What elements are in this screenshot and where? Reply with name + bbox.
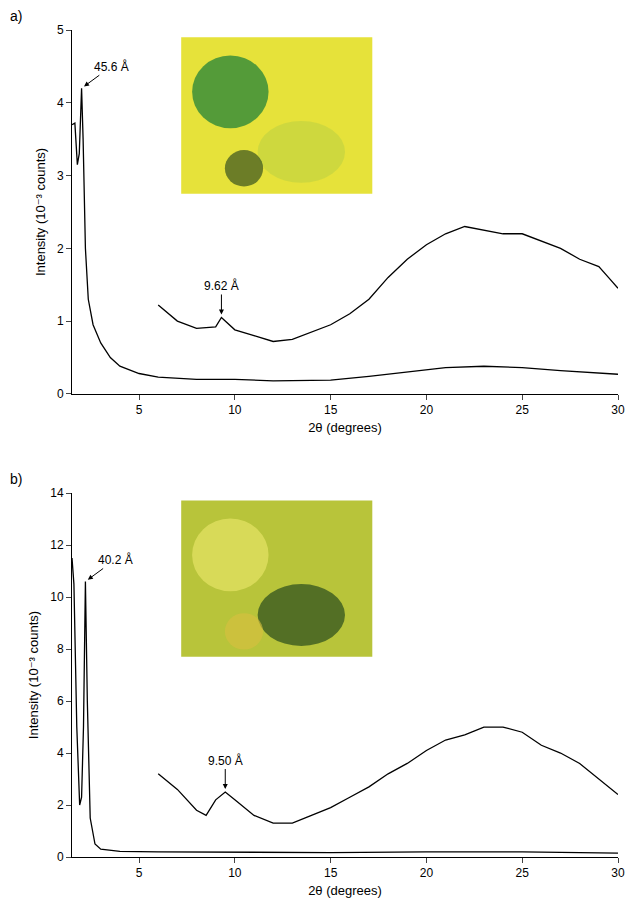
svg-text:20: 20 — [420, 866, 434, 880]
svg-text:20: 20 — [420, 403, 434, 417]
svg-text:25: 25 — [516, 403, 530, 417]
svg-text:45.6 Å: 45.6 Å — [94, 59, 129, 74]
svg-text:4: 4 — [57, 96, 64, 110]
svg-text:Intensity (10⁻³ counts): Intensity (10⁻³ counts) — [26, 611, 41, 739]
svg-text:1: 1 — [57, 314, 64, 328]
svg-text:Intensity (10⁻³ counts): Intensity (10⁻³ counts) — [33, 148, 48, 276]
svg-text:2θ (degrees): 2θ (degrees) — [308, 883, 382, 898]
svg-text:30: 30 — [611, 866, 625, 880]
svg-text:5: 5 — [136, 403, 143, 417]
svg-text:3: 3 — [57, 169, 64, 183]
svg-text:10: 10 — [50, 590, 64, 604]
svg-text:10: 10 — [228, 403, 242, 417]
svg-text:9.50 Å: 9.50 Å — [208, 753, 243, 768]
svg-text:2: 2 — [57, 798, 64, 812]
svg-text:a): a) — [10, 8, 22, 24]
svg-text:5: 5 — [57, 23, 64, 37]
svg-text:30: 30 — [611, 403, 625, 417]
svg-text:2: 2 — [57, 242, 64, 256]
svg-text:5: 5 — [136, 866, 143, 880]
svg-text:40.2 Å: 40.2 Å — [98, 552, 133, 567]
svg-text:2θ (degrees): 2θ (degrees) — [308, 420, 382, 435]
svg-text:8: 8 — [57, 642, 64, 656]
svg-text:9.62 Å: 9.62 Å — [204, 278, 239, 293]
svg-text:14: 14 — [50, 486, 64, 500]
svg-text:10: 10 — [228, 866, 242, 880]
svg-text:15: 15 — [324, 866, 338, 880]
svg-text:15: 15 — [324, 403, 338, 417]
svg-text:b): b) — [10, 471, 22, 487]
svg-text:4: 4 — [57, 746, 64, 760]
svg-text:0: 0 — [57, 387, 64, 401]
svg-text:25: 25 — [516, 866, 530, 880]
svg-text:0: 0 — [57, 850, 64, 864]
svg-text:12: 12 — [50, 538, 64, 552]
svg-text:6: 6 — [57, 694, 64, 708]
